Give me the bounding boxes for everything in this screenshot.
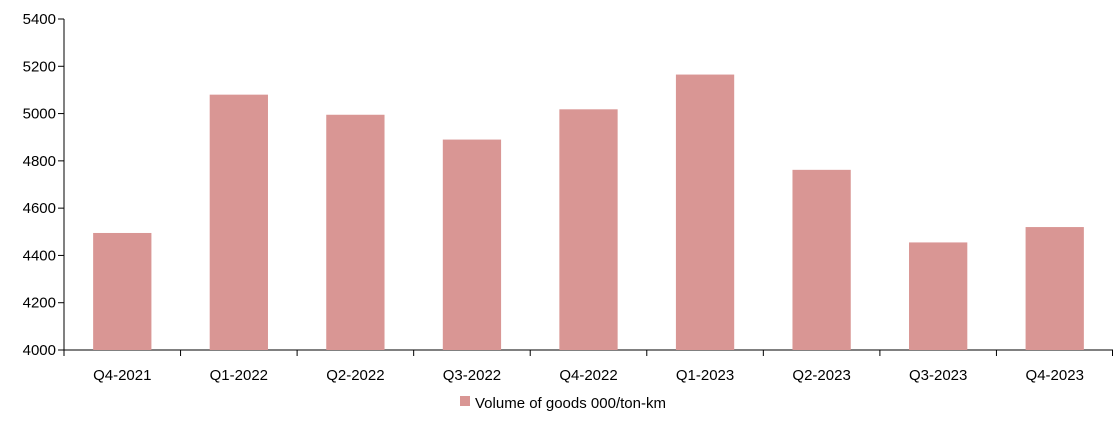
y-tick-label: 4800 [23,153,56,170]
x-tick-label: Q4-2022 [559,367,617,384]
y-tick-label: 4600 [23,200,56,217]
bar-q2-2022 [326,114,385,350]
y-tick-label: 5200 [23,58,56,75]
x-tick-label: Q1-2022 [210,367,268,384]
bar-q4-2023 [1025,227,1084,350]
y-tick-label: 4200 [23,295,56,312]
bar-q1-2022 [209,94,268,351]
y-tick-label: 4400 [23,247,56,264]
bar-q4-2022 [559,109,618,351]
legend-swatch [460,396,470,406]
x-tick-label: Q2-2023 [792,367,850,384]
x-tick-label: Q2-2022 [326,367,384,384]
legend: Volume of goods 000/ton-km [460,395,666,412]
x-tick-label: Q3-2023 [909,367,967,384]
bars [93,74,1084,351]
x-tick-label: Q4-2023 [1026,367,1084,384]
x-tick-label: Q4-2021 [93,367,151,384]
legend-label: Volume of goods 000/ton-km [475,395,666,412]
bar-q1-2023 [675,74,735,350]
bar-q3-2023 [909,242,968,350]
bar-q4-2021 [93,232,152,350]
y-tick-label: 5400 [23,11,56,28]
y-tick-label: 5000 [23,106,56,123]
bar-q2-2023 [792,169,851,350]
x-tick-label: Q3-2022 [443,367,501,384]
x-axis: Q4-2021 Q1-2022 Q2-2022 Q3-2022 Q4-2022 Q1-20… [63,349,1113,384]
y-axis: 4000 4200 4400 4600 4800 5000 5200 5400 [23,11,65,359]
y-tick-label: 4000 [23,342,56,359]
bar-q3-2022 [442,139,502,350]
x-tick-label: Q1-2023 [676,367,734,384]
